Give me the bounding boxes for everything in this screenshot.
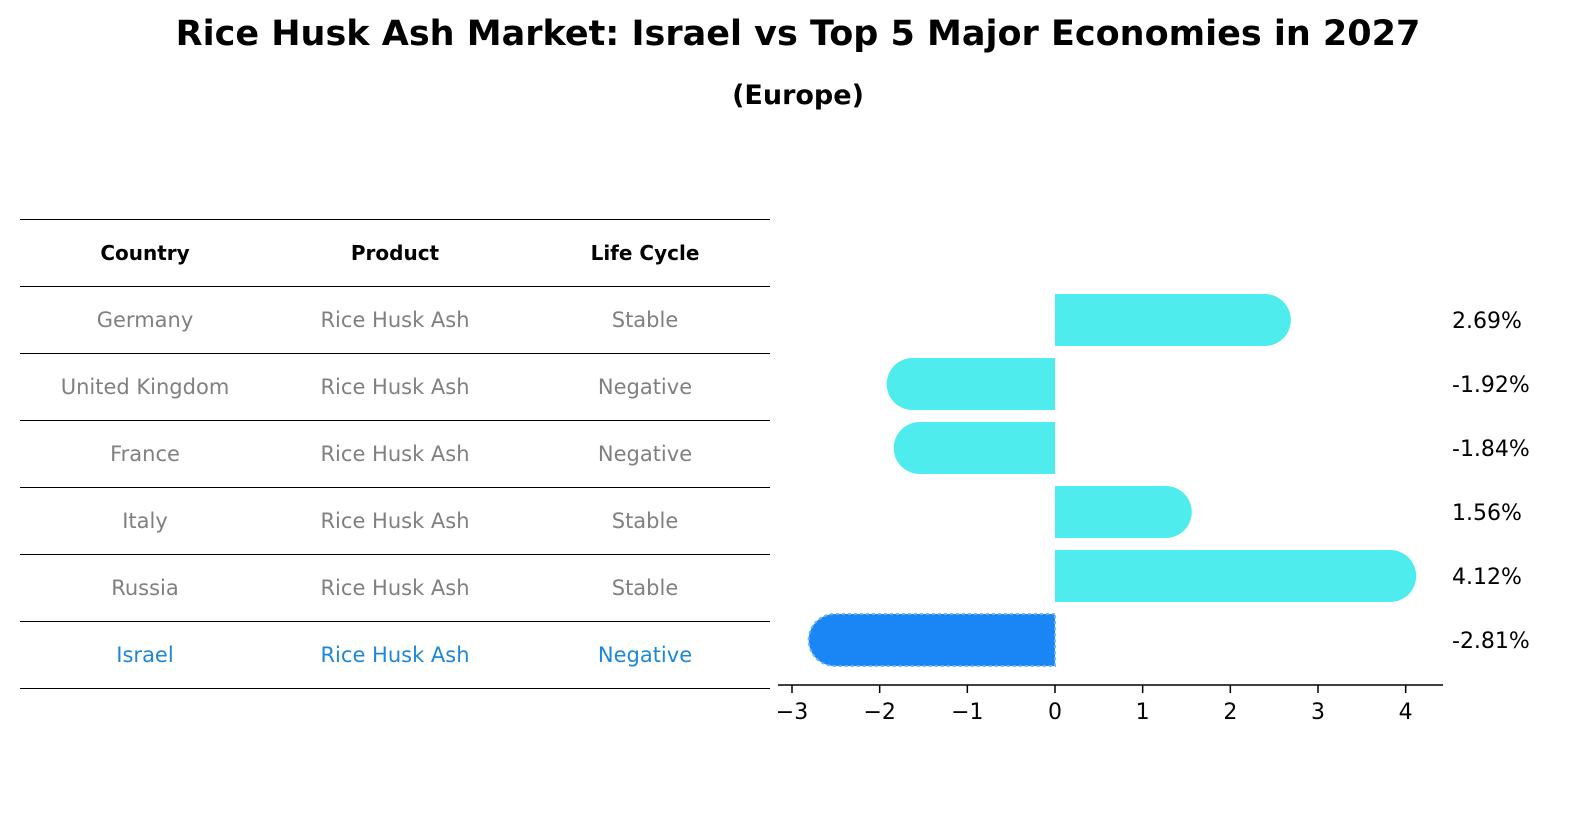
cell-product: Rice Husk Ash	[320, 509, 470, 533]
table-row: Russia Rice Husk Ash Stable	[20, 554, 770, 621]
bar-shape	[893, 422, 1055, 474]
table-row-highlight: Israel Rice Husk Ash Negative	[20, 621, 770, 689]
header-product: Product	[350, 241, 440, 265]
data-table: Country Product Life Cycle Germany Rice …	[20, 219, 770, 689]
header-life-cycle: Life Cycle	[590, 241, 700, 265]
cell-life-cycle: Negative	[597, 442, 693, 466]
cell-country: France	[110, 442, 180, 466]
chart-subtitle: (Europe)	[732, 80, 864, 111]
table-row: United Kingdom Rice Husk Ash Negative	[20, 353, 770, 420]
value-label: -1.92%	[1452, 373, 1530, 398]
value-label: 4.12%	[1452, 565, 1522, 590]
bar-italy	[1055, 486, 1192, 538]
x-tick-label: 0	[1048, 700, 1062, 725]
x-tick-label: 2	[1223, 700, 1237, 725]
cell-product: Rice Husk Ash	[320, 442, 470, 466]
x-tick-label: 4	[1399, 700, 1413, 725]
cell-country: Israel	[116, 643, 174, 667]
bar-shape	[1055, 294, 1291, 346]
cell-life-cycle: Negative	[597, 375, 693, 399]
x-tick-label: 1	[1136, 700, 1150, 725]
bar-shape	[1055, 486, 1192, 538]
cell-life-cycle: Negative	[597, 643, 693, 667]
value-label: 2.69%	[1452, 309, 1522, 334]
cell-product: Rice Husk Ash	[320, 375, 470, 399]
bar-israel	[807, 613, 1056, 667]
cell-country: Italy	[122, 509, 168, 533]
value-label: 1.56%	[1452, 501, 1522, 526]
cell-product: Rice Husk Ash	[320, 643, 470, 667]
value-label: -1.84%	[1452, 437, 1530, 462]
cell-product: Rice Husk Ash	[320, 576, 470, 600]
table-row: Germany Rice Husk Ash Stable	[20, 286, 770, 353]
x-tick-label: −2	[863, 700, 895, 725]
chart-title: Rice Husk Ash Market: Israel vs Top 5 Ma…	[175, 14, 1421, 54]
value-label: -2.81%	[1452, 629, 1530, 654]
bar-germany	[1055, 294, 1291, 346]
table-row: Italy Rice Husk Ash Stable	[20, 487, 770, 554]
x-tick-label: 3	[1311, 700, 1325, 725]
bar-united-kingdom	[886, 358, 1055, 410]
bar-shape	[1055, 550, 1417, 602]
bar-shape	[807, 613, 1056, 667]
cell-product: Rice Husk Ash	[320, 308, 470, 332]
cell-life-cycle: Stable	[611, 308, 679, 332]
cell-life-cycle: Stable	[611, 509, 679, 533]
cell-country: United Kingdom	[60, 375, 230, 399]
bar-shape	[886, 358, 1055, 410]
cell-life-cycle: Stable	[611, 576, 679, 600]
header-country: Country	[100, 241, 190, 265]
table-row: France Rice Husk Ash Negative	[20, 420, 770, 487]
bar-russia	[1055, 550, 1417, 602]
cell-country: Russia	[111, 576, 179, 600]
x-tick-label: −1	[951, 700, 983, 725]
table-header-row: Country Product Life Cycle	[20, 219, 770, 286]
cell-country: Germany	[96, 308, 194, 332]
bar-france	[893, 422, 1055, 474]
x-tick-label: −3	[776, 700, 808, 725]
